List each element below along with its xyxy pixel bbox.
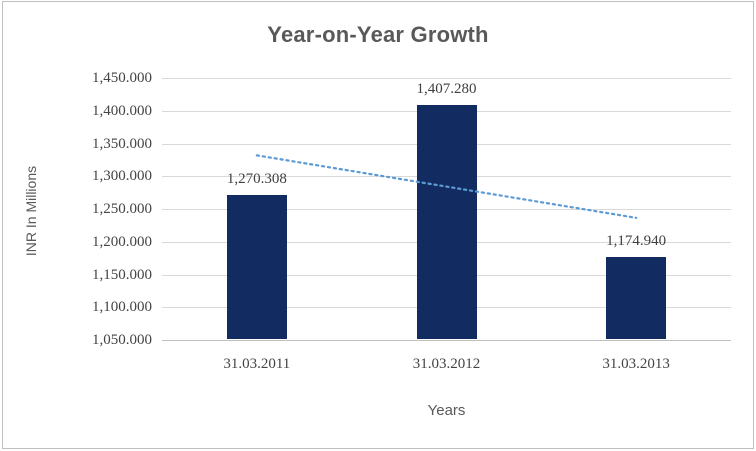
bar-value-label: 1,174.940: [606, 233, 667, 250]
y-axis-tick-label: 1,100.000: [92, 299, 152, 316]
bar-value-label: 1,407.280: [416, 80, 477, 97]
y-axis-tick-label: 1,400.000: [92, 102, 152, 119]
x-axis-category-label: 31.03.2011: [223, 356, 291, 372]
y-axis-title: INR In Millions: [23, 165, 39, 257]
x-axis-category-label: 31.03.2012: [412, 356, 481, 372]
bar-value-label: 1,270.308: [226, 170, 287, 187]
y-axis-tick-label: 1,250.000: [92, 201, 152, 217]
gridline: [162, 78, 731, 79]
y-axis-tick-label: 1,300.000: [92, 168, 152, 185]
y-axis-tick-label: 1,150.000: [92, 266, 152, 283]
chart-title: Year-on-Year Growth: [267, 22, 489, 47]
bar: [416, 104, 477, 339]
trendline: [255, 154, 638, 219]
y-axis-tick-label: 1,350.000: [92, 135, 152, 152]
y-axis-tick-label: 1,050.000: [92, 332, 152, 348]
y-axis-tick-label: 1,200.000: [92, 233, 152, 250]
x-axis-line: [162, 340, 731, 341]
x-axis-title: Years: [427, 402, 466, 419]
bar: [226, 194, 287, 339]
bar: [606, 257, 667, 339]
plot-area: [162, 78, 731, 341]
y-axis-tick-label: 1,450.000: [92, 70, 152, 86]
x-axis-category-label: 31.03.2013: [602, 356, 670, 372]
